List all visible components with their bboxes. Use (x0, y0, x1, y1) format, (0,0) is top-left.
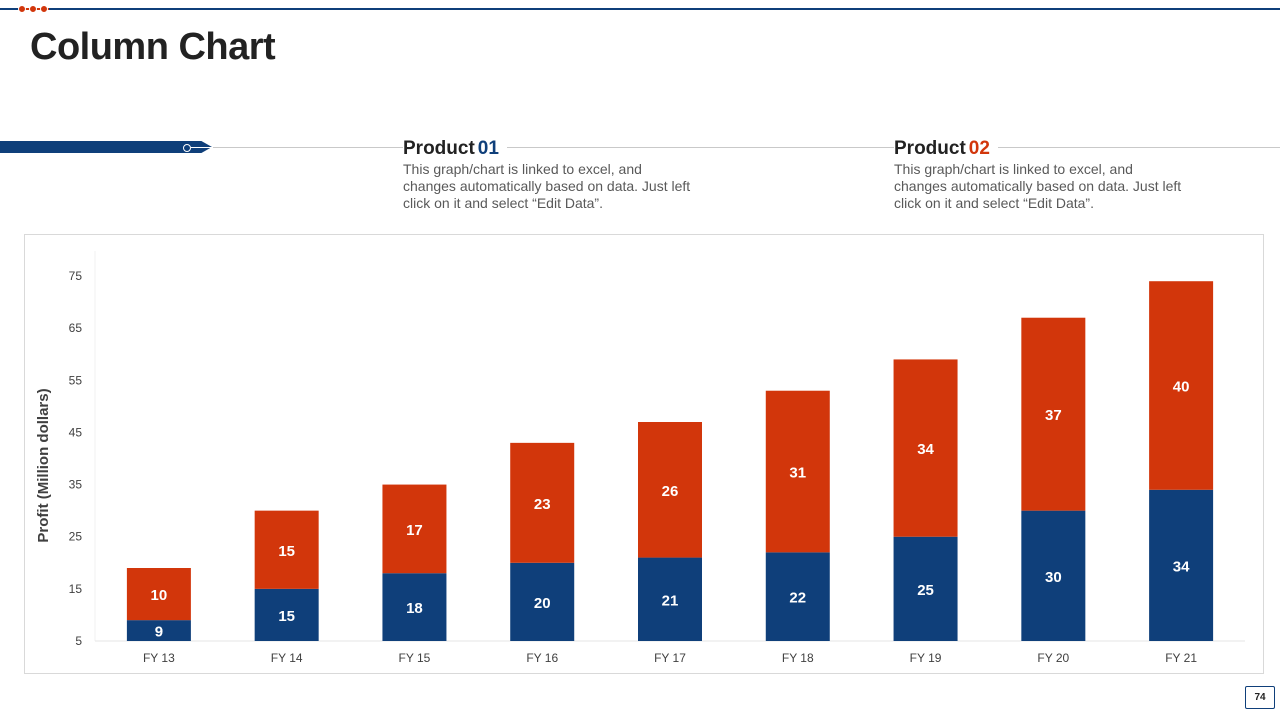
bar-series2-fy18[interactable] (765, 390, 830, 553)
page-badge-tail (1253, 708, 1265, 713)
data-label: 21 (662, 592, 679, 609)
product-01-label: Product (403, 138, 475, 159)
y-tick-label: 45 (69, 425, 83, 439)
product-01-description: This graph/chart is linked to excel, and… (403, 161, 691, 211)
bar-series1-fy19[interactable] (893, 536, 958, 641)
data-label: 37 (1045, 407, 1062, 424)
y-tick-label: 55 (69, 373, 83, 387)
product-01-number: 01 (477, 138, 499, 159)
data-label: 18 (406, 600, 423, 617)
product-02-heading: Product 02 (894, 138, 998, 160)
x-tick-label: FY 20 (1037, 651, 1069, 665)
product-01-heading: Product 01 (403, 138, 507, 160)
product-02-description: This graph/chart is linked to excel, and… (894, 161, 1182, 211)
data-label: 23 (534, 496, 551, 513)
bar-series2-fy20[interactable] (1021, 317, 1086, 511)
x-tick-label: FY 15 (399, 651, 431, 665)
chart-frame[interactable]: 5 15 25 35 45 55 65 75 Profit (Million dollars) 9… (24, 234, 1264, 674)
x-tick-label: FY 19 (910, 651, 942, 665)
data-label: 17 (406, 522, 423, 539)
data-label: 26 (662, 483, 679, 500)
data-label: 40 (1173, 379, 1190, 396)
bar-series2-fy16[interactable] (510, 442, 575, 563)
bar-series2-fy17[interactable] (638, 422, 702, 558)
x-tick-label: FY 16 (526, 651, 558, 665)
data-label: 31 (789, 465, 806, 482)
bar-series2-fy14[interactable] (254, 510, 319, 589)
data-label: 34 (1173, 558, 1190, 575)
data-label: 20 (534, 595, 551, 612)
y-tick-label: 35 (69, 478, 83, 492)
product-02-block: Product 02 This graph/chart is linked to … (894, 138, 1194, 212)
top-rule (0, 8, 1280, 10)
data-label: 30 (1045, 569, 1062, 586)
product-02-label: Product (894, 138, 966, 159)
bar-series1-fy15[interactable] (382, 573, 447, 641)
x-tick-label: FY 21 (1165, 651, 1197, 665)
y-tick-label: 75 (69, 269, 83, 283)
timeline-line (212, 147, 1280, 148)
bar-series2-fy19[interactable] (893, 359, 958, 537)
bar-series2-fy15[interactable] (382, 484, 447, 574)
y-tick-label: 25 (69, 530, 83, 544)
page-number-badge: 74 (1245, 686, 1275, 709)
y-axis-label: Profit (Million dollars) (35, 388, 52, 542)
x-tick-label: FY 17 (654, 651, 686, 665)
timeline-node-line (191, 147, 213, 148)
product-02-number: 02 (968, 138, 990, 159)
bar-series1-fy21[interactable] (1149, 489, 1214, 641)
timeline-bar (0, 141, 212, 153)
y-tick-label: 15 (69, 582, 83, 596)
x-tick-label: FY 13 (143, 651, 175, 665)
bar-series2-fy13[interactable] (126, 568, 191, 621)
x-tick-label: FY 14 (271, 651, 303, 665)
data-label: 22 (789, 590, 806, 607)
product-01-block: Product 01 This graph/chart is linked to … (403, 138, 703, 212)
y-tick-label: 5 (75, 634, 82, 648)
bar-series1-fy14[interactable] (254, 588, 319, 641)
page-title: Column Chart (30, 26, 276, 68)
data-label: 10 (151, 587, 168, 604)
data-label: 15 (278, 543, 295, 560)
data-label: 9 (155, 624, 163, 641)
data-label: 15 (278, 608, 295, 625)
data-label: 25 (917, 582, 934, 599)
bar-series1-fy18[interactable] (765, 552, 830, 641)
bar-series1-fy17[interactable] (638, 557, 702, 641)
bar-series1-fy16[interactable] (510, 562, 575, 641)
bar-series1-fy20[interactable] (1021, 510, 1086, 641)
column-chart[interactable]: 5 15 25 35 45 55 65 75 Profit (Million dollars) 9… (25, 235, 1263, 673)
bar-series2-fy21[interactable] (1149, 281, 1214, 490)
bar-series1-fy13[interactable] (126, 620, 191, 641)
data-label: 34 (917, 441, 934, 458)
x-tick-label: FY 18 (782, 651, 814, 665)
y-tick-label: 65 (69, 321, 83, 335)
timeline-node-icon (183, 144, 191, 152)
